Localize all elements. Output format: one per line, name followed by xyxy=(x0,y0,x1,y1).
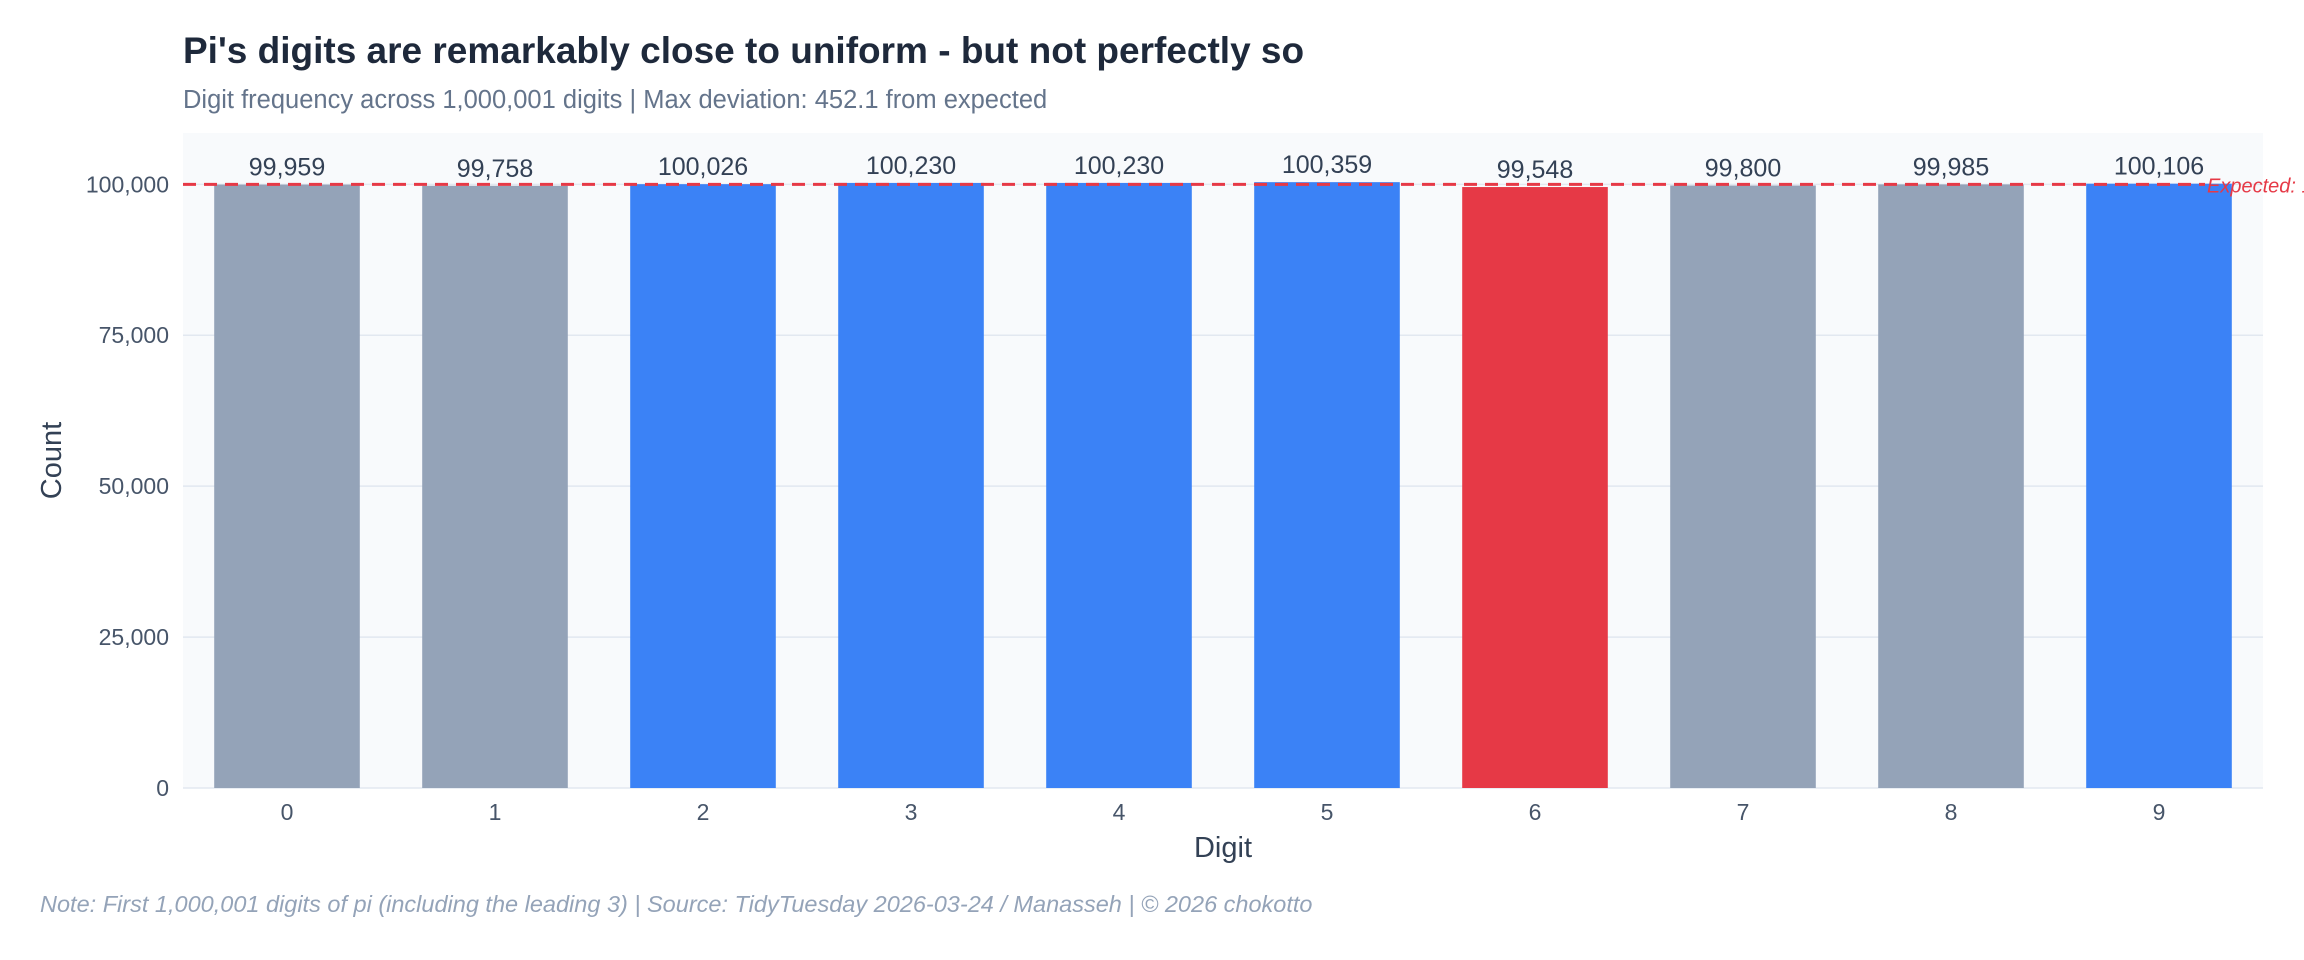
y-tick-label: 75,000 xyxy=(99,322,169,348)
source-note: Note: First 1,000,001 digits of pi (incl… xyxy=(40,891,1313,917)
bar xyxy=(630,184,776,789)
reference-line-label: Expected: 100,000 xyxy=(2207,175,2304,197)
x-tick-label: 4 xyxy=(1113,799,1126,825)
bar-value-label: 99,758 xyxy=(457,155,533,183)
bar-value-label: 99,800 xyxy=(1705,155,1781,183)
bar xyxy=(1046,182,1192,789)
x-tick-label: 6 xyxy=(1529,799,1542,825)
bar xyxy=(1670,185,1816,788)
bar xyxy=(422,185,568,788)
x-tick-label: 9 xyxy=(2153,799,2166,825)
bar-value-label: 99,548 xyxy=(1497,156,1573,184)
bar xyxy=(214,184,360,788)
x-tick-label: 1 xyxy=(489,799,502,825)
bar-value-label: 100,026 xyxy=(658,153,748,181)
bar-value-label: 99,959 xyxy=(249,154,325,182)
bar-value-label: 99,985 xyxy=(1913,153,1989,181)
bar xyxy=(1878,184,2024,788)
bar xyxy=(2086,183,2232,788)
bar xyxy=(1462,187,1608,789)
y-axis-title: Count xyxy=(36,422,68,499)
x-tick-label: 8 xyxy=(1945,799,1958,825)
chart-title: Pi's digits are remarkably close to unif… xyxy=(183,30,1305,71)
bar-value-label: 100,106 xyxy=(2114,153,2204,181)
x-tick-label: 3 xyxy=(905,799,918,825)
x-tick-label: 0 xyxy=(281,799,294,825)
y-tick-label: 100,000 xyxy=(86,171,169,197)
bar-value-label: 100,230 xyxy=(866,152,956,180)
bar-value-label: 100,359 xyxy=(1282,151,1372,179)
chart-subtitle: Digit frequency across 1,000,001 digits … xyxy=(183,86,1048,114)
y-tick-label: 50,000 xyxy=(99,473,169,499)
y-tick-label: 25,000 xyxy=(99,624,169,650)
bar xyxy=(1254,182,1400,789)
x-tick-label: 2 xyxy=(697,799,710,825)
x-tick-label: 5 xyxy=(1321,799,1334,825)
x-axis-title: Digit xyxy=(1194,832,1252,864)
bar xyxy=(838,182,984,789)
bar-chart: 0 25,000 50,000 75,000 100,000 Expected: 100,… xyxy=(36,151,2304,864)
x-tick-label: 7 xyxy=(1737,799,1750,825)
bar-value-label: 100,230 xyxy=(1074,152,1164,180)
y-tick-label: 0 xyxy=(156,775,169,801)
